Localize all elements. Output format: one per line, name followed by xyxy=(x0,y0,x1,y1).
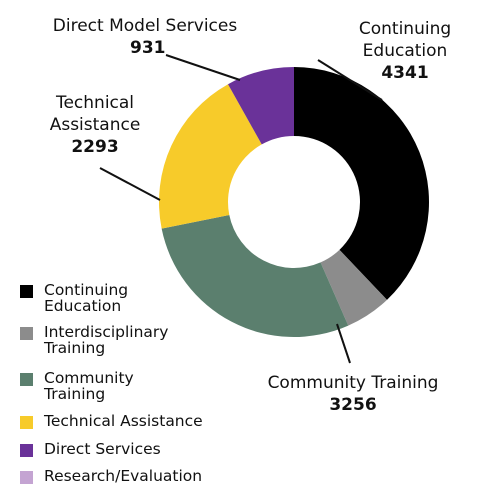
slice-community-training xyxy=(161,214,349,337)
callout-value-label: 4341 xyxy=(381,63,429,83)
callout-value-label: 2293 xyxy=(71,137,119,157)
legend-swatch xyxy=(20,327,33,340)
callout-value-label: 931 xyxy=(130,38,166,58)
legend-swatch xyxy=(20,373,33,386)
slice-direct-services xyxy=(228,67,294,145)
callout-community-training: Community Training 3256 xyxy=(238,372,468,416)
callout-direct-model-services: Direct Model Services 931 xyxy=(30,15,260,59)
slice-technical-assistance xyxy=(159,84,262,229)
leader-line xyxy=(336,323,351,364)
callout-technical-assistance: Technical Assistance 2293 xyxy=(30,92,160,158)
callout-category-label: Continuing Education xyxy=(358,19,452,61)
legend-label: Community Training xyxy=(44,369,134,403)
donut-slices xyxy=(159,67,429,337)
legend-swatch xyxy=(20,285,33,298)
legend-label: Continuing Education xyxy=(44,281,129,315)
legend-label: Direct Services xyxy=(44,440,161,458)
callout-continuing-education: Continuing Education 4341 xyxy=(330,18,480,84)
legend-swatch xyxy=(20,416,33,429)
leader-line xyxy=(165,54,241,81)
leader-line xyxy=(99,167,161,201)
leader-line xyxy=(317,59,383,101)
slice-interdisciplinary-training xyxy=(320,249,387,326)
legend-swatch xyxy=(20,444,33,457)
callout-value-label: 3256 xyxy=(329,395,377,415)
callout-category-label: Technical Assistance xyxy=(49,93,141,135)
callout-category-label: Direct Model Services xyxy=(52,16,238,36)
legend-label: Technical Assistance xyxy=(44,412,203,430)
legend-label: Research/Evaluation xyxy=(44,467,203,485)
callout-category-label: Community Training xyxy=(267,373,439,393)
legend-label: Interdisciplinary Training xyxy=(44,323,169,357)
slice-continuing-education xyxy=(294,67,429,300)
leader-lines xyxy=(99,54,383,364)
legend-swatch xyxy=(20,471,33,484)
